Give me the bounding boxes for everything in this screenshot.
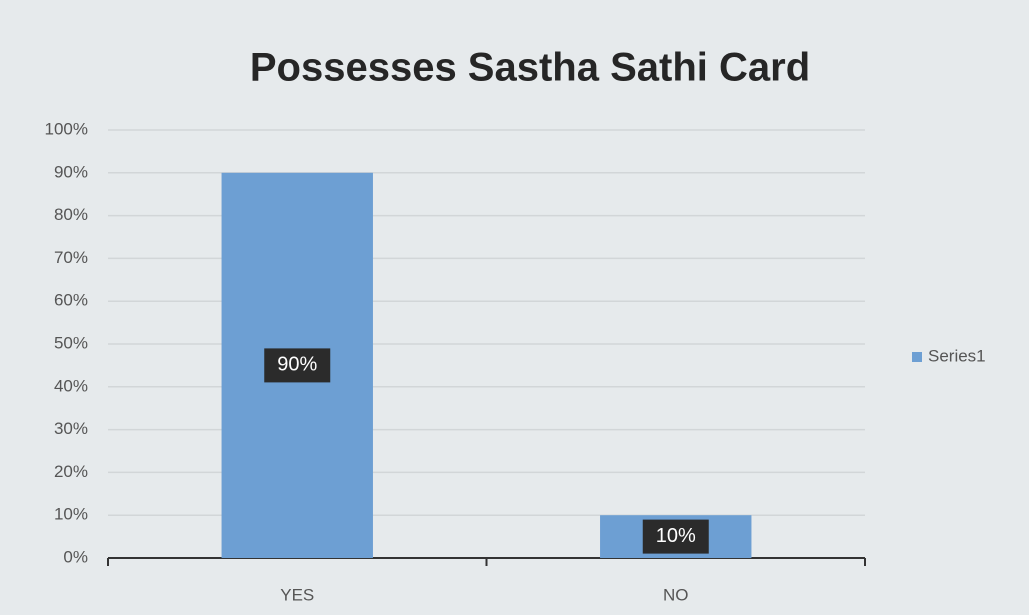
y-tick-label: 10% [54,505,88,524]
legend-swatch [912,352,922,362]
y-tick-label: 90% [54,162,88,181]
y-tick-label: 40% [54,376,88,395]
chart-title: Possesses Sastha Sathi Card [250,46,810,90]
data-label: 10% [656,525,696,547]
y-tick-label: 80% [54,205,88,224]
data-label-box [264,348,331,383]
y-tick-label: 70% [54,248,88,267]
y-tick-label: 100% [45,119,88,138]
data-label: 90% [277,354,317,376]
x-tick-label: NO [663,585,689,604]
legend-label: Series1 [928,346,986,365]
y-tick-label: 20% [54,462,88,481]
data-label-box [642,519,709,554]
y-tick-label: 0% [63,547,88,566]
x-tick-label: YES [280,585,314,604]
y-tick-label: 50% [54,333,88,352]
y-tick-label: 30% [54,419,88,438]
y-tick-label: 60% [54,291,88,310]
